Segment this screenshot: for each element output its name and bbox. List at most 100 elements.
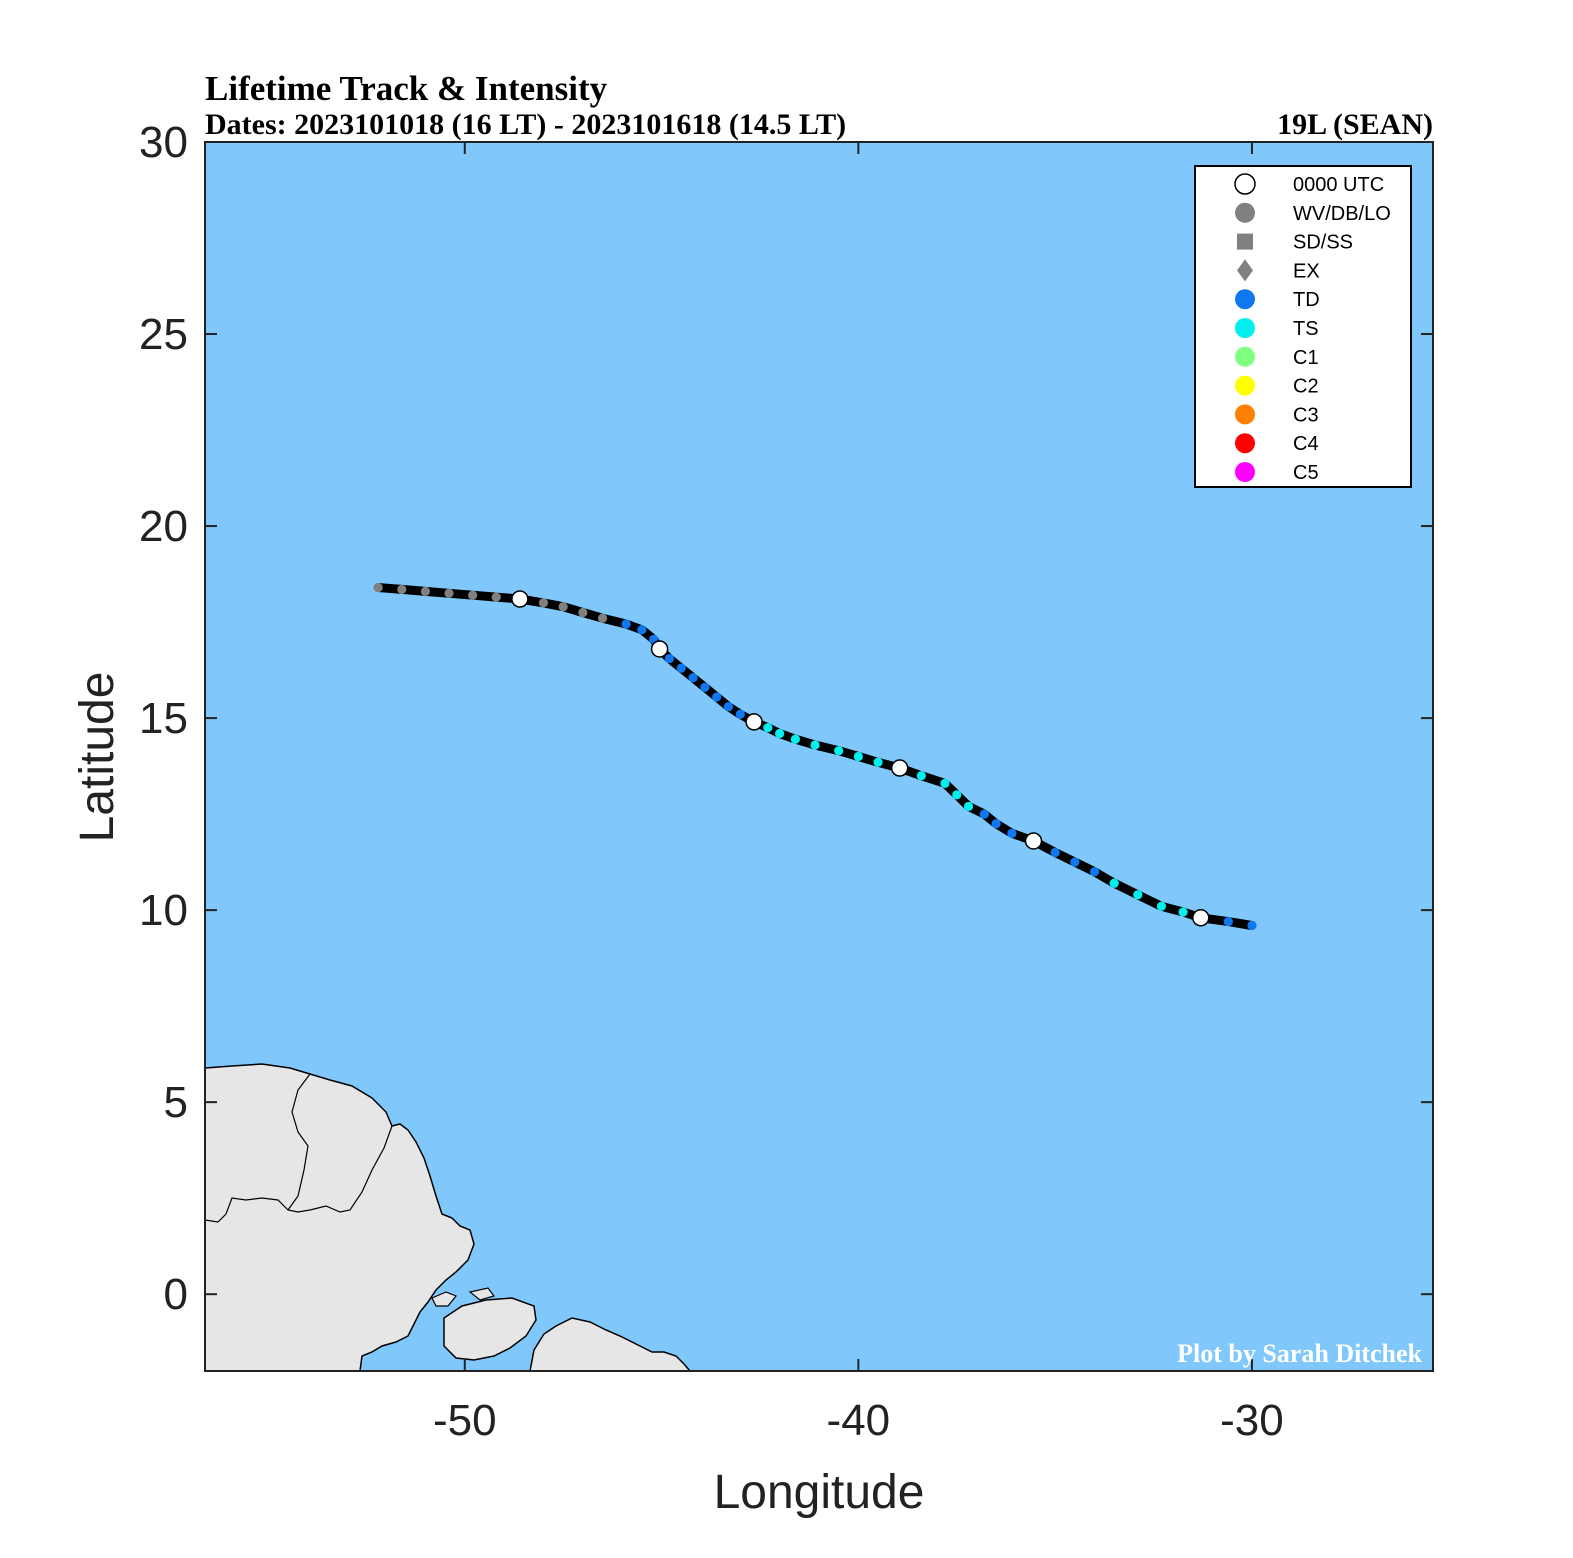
storm-id-label: 19L (SEAN) <box>1277 108 1433 141</box>
axis-tick-labels: -50 -40 -30 0 5 10 15 20 25 30 <box>139 118 1284 1445</box>
track-point <box>790 734 800 744</box>
x-tick-label: -50 <box>433 1396 497 1445</box>
track-point <box>700 682 710 692</box>
figure-title: Lifetime Track & Intensity <box>205 69 608 108</box>
south-america-land <box>205 1063 475 1371</box>
y-tick-label: 0 <box>164 1270 188 1319</box>
legend-circle-marker <box>1235 318 1255 338</box>
legend-entry: 0000 UTC <box>1234 173 1384 196</box>
legend-entry: WV/DB/LO <box>1235 202 1391 225</box>
track-point <box>952 790 962 800</box>
track-point <box>397 584 407 595</box>
legend-entry: C4 <box>1235 433 1319 455</box>
track-point <box>664 653 675 664</box>
legend-entry: TD <box>1235 289 1320 311</box>
track-point <box>979 809 989 819</box>
estuary-island <box>468 1287 496 1301</box>
track-point <box>775 728 785 739</box>
track-point <box>723 701 734 712</box>
track-point-0000utc <box>890 759 909 777</box>
track-point-0000utc <box>511 590 529 608</box>
legend-circle-marker <box>1235 289 1255 310</box>
track-point <box>538 598 549 608</box>
track-point <box>1133 890 1143 900</box>
legend-label: C2 <box>1293 376 1319 398</box>
legend-label: 0000 UTC <box>1293 174 1384 196</box>
y-tick-label: 20 <box>139 502 188 551</box>
land-layer <box>205 1063 691 1371</box>
x-tick-label: -30 <box>1220 1396 1284 1445</box>
track-point <box>1109 878 1119 888</box>
track-point <box>1007 828 1017 838</box>
dates-subtitle: Dates: 2023101018 (16 LT) - 2023101618 (… <box>205 108 846 141</box>
legend-label: TD <box>1293 289 1320 311</box>
track-point <box>1070 857 1080 867</box>
legend-circle-marker <box>1235 375 1255 396</box>
legend-entry: SD/SS <box>1237 232 1353 254</box>
east-brazil-coast <box>529 1317 691 1371</box>
credit-label: Plot by Sarah Ditchek <box>1177 1339 1422 1368</box>
track-point <box>1247 920 1257 931</box>
track-point <box>834 746 844 756</box>
track-point <box>621 619 631 629</box>
country-border <box>205 1125 393 1223</box>
track-point <box>420 586 431 596</box>
track-point <box>853 751 863 762</box>
track-point <box>1156 901 1167 911</box>
legend-square-marker <box>1237 233 1253 250</box>
legend-circle-marker <box>1235 404 1255 425</box>
track-point-0000utc <box>745 713 763 731</box>
y-axis-label: Latitude <box>71 672 124 843</box>
legend-circle-marker <box>1234 173 1256 195</box>
track-point <box>963 801 974 812</box>
legend-entry: C5 <box>1235 462 1319 484</box>
track-point <box>810 740 820 750</box>
legend-entry: EX <box>1237 259 1320 282</box>
x-axis-label: Longitude <box>714 1466 925 1519</box>
legend-circle-marker <box>1235 346 1255 367</box>
legend-label: C4 <box>1293 433 1319 455</box>
track-point <box>676 663 686 673</box>
track-point <box>712 692 722 702</box>
plot-area: 0000 UTC WV/DB/LO SD/SS EX TD TS C1 C2 C3 C4 C5 Pl… <box>204 141 1434 1372</box>
track-point <box>735 709 745 719</box>
country-border <box>287 1073 311 1211</box>
track-point-0000utc <box>650 640 669 658</box>
y-tick-label: 5 <box>164 1078 188 1127</box>
track-point <box>916 771 926 781</box>
track-point <box>637 625 647 635</box>
track-point <box>991 819 1001 829</box>
legend-circle-marker <box>1235 433 1255 454</box>
legend-label: C1 <box>1293 347 1319 369</box>
axis-ticks <box>205 141 1433 1371</box>
legend-label: SD/SS <box>1293 232 1353 254</box>
track-point <box>444 588 454 598</box>
storm-track <box>373 582 1257 931</box>
track-point <box>491 592 501 602</box>
y-tick-label: 30 <box>139 118 188 167</box>
legend-label: EX <box>1293 260 1320 282</box>
legend-circle-marker <box>1235 462 1255 482</box>
legend-box <box>1194 165 1412 488</box>
marajo-island <box>443 1297 537 1361</box>
legend-label: WV/DB/LO <box>1293 203 1391 225</box>
legend-items: 0000 UTC WV/DB/LO SD/SS EX TD TS C1 C2 C3 C4 C5 <box>1234 173 1391 484</box>
track-point <box>1178 907 1188 917</box>
legend-diamond-marker <box>1237 259 1253 282</box>
track-point <box>468 590 478 600</box>
track-point <box>688 673 698 683</box>
legend-entry: C3 <box>1235 404 1319 426</box>
track-point <box>763 723 773 733</box>
estuary-island <box>431 1291 457 1307</box>
track-point <box>1089 867 1100 877</box>
track-point <box>597 613 608 623</box>
legend-entry: TS <box>1235 318 1319 340</box>
legend-label: C5 <box>1293 462 1319 484</box>
track-point <box>1223 917 1233 927</box>
legend-entry: C1 <box>1235 346 1319 369</box>
track-point <box>1050 847 1060 858</box>
y-tick-label: 10 <box>139 886 188 935</box>
y-tick-label: 15 <box>139 694 188 743</box>
legend-label: C3 <box>1293 404 1319 426</box>
